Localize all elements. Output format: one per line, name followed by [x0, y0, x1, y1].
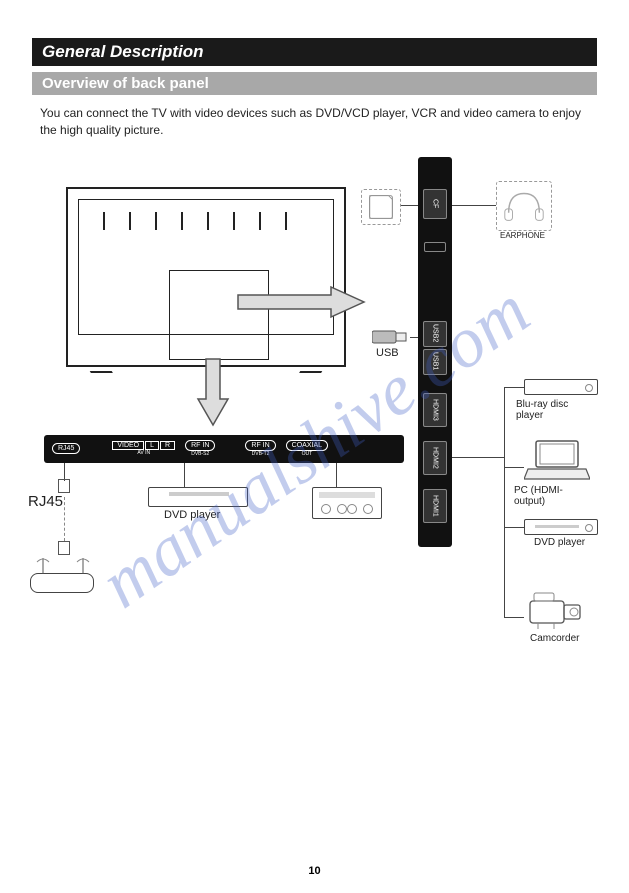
connector-line — [452, 205, 496, 206]
port-audio-r: R — [160, 441, 175, 450]
connector-line — [504, 387, 524, 388]
port-rfin2-sub: DVB-T2 — [252, 451, 270, 457]
port-coaxial-sub: OUT — [302, 451, 313, 457]
usb-stick-illustration — [372, 329, 410, 345]
bluray-label: Blu-ray disc player — [516, 399, 593, 421]
connector-line — [410, 337, 418, 338]
earphone-port-slot — [424, 242, 446, 252]
port-cf: CF — [423, 189, 447, 219]
ethernet-cable — [64, 497, 65, 541]
port-video: VIDEO — [112, 441, 144, 450]
bottom-port-strip: RJ45 VIDEO L R AV IN RF IN DVB-S2 RF IN … — [44, 435, 404, 463]
camcorder-label: Camcorder — [530, 633, 579, 644]
dvd-player-label: DVD player — [164, 509, 220, 521]
earphone-illustration — [496, 181, 552, 231]
section-heading: General Description — [32, 38, 597, 66]
connector-line — [401, 205, 418, 206]
rj45-plug-icon — [58, 541, 70, 555]
port-rfin2: RF IN — [245, 440, 275, 451]
port-avin-label: AV IN — [137, 450, 150, 456]
connector-line — [184, 463, 185, 487]
port-audio-l: L — [145, 441, 159, 450]
router-illustration — [30, 573, 94, 593]
dvd-player-illustration — [148, 487, 248, 507]
page-number: 10 — [0, 865, 629, 877]
port-hdmi2: HDMI2 — [423, 441, 447, 475]
subsection-heading: Overview of back panel — [32, 72, 597, 95]
port-usb1: USB1 — [423, 349, 447, 375]
usb-label: USB — [376, 347, 399, 359]
tv-vent-grille — [91, 212, 321, 242]
port-usb2: USB2 — [423, 321, 447, 347]
dvd-player2-illustration — [524, 519, 598, 535]
cf-card-illustration — [361, 189, 401, 225]
connector-line — [504, 527, 524, 528]
port-rfin1: RF IN — [185, 440, 215, 451]
port-hdmi1: HDMI1 — [423, 489, 447, 523]
laptop-illustration — [524, 439, 590, 483]
connector-line — [504, 467, 524, 468]
tv-stand-left — [85, 363, 113, 373]
connector-line — [504, 387, 505, 617]
side-port-strip: CF USB2 USB1 HDMI3 HDMI2 HDMI1 — [418, 157, 452, 547]
tv-stand-right — [299, 363, 327, 373]
port-avin-group: VIDEO L R AV IN — [112, 441, 175, 456]
arrow-down-icon — [196, 357, 230, 427]
intro-text: You can connect the TV with video device… — [32, 105, 597, 157]
arrow-right-icon — [236, 285, 366, 319]
dvd-player2-label: DVD player — [534, 537, 585, 548]
connector-line — [336, 463, 337, 487]
port-rfin1-sub: DVB-S2 — [191, 451, 209, 457]
receiver-illustration — [312, 487, 382, 519]
rj45-plug-icon — [58, 479, 70, 493]
bluray-player-illustration — [524, 379, 598, 395]
tv-rear-illustration — [66, 187, 346, 367]
pc-label: PC (HDMI-output) — [514, 485, 593, 507]
connector-line — [452, 457, 504, 458]
back-panel-diagram: RJ45 VIDEO L R AV IN RF IN DVB-S2 RF IN … — [36, 157, 593, 677]
port-coaxial: COAXIAL — [286, 440, 328, 451]
port-hdmi3: HDMI3 — [423, 393, 447, 427]
camcorder-illustration — [524, 587, 588, 631]
connector-line — [504, 617, 524, 618]
earphone-label: EARPHONE — [500, 231, 545, 240]
rj45-label: RJ45 — [28, 493, 63, 510]
port-rj45: RJ45 — [52, 443, 80, 454]
